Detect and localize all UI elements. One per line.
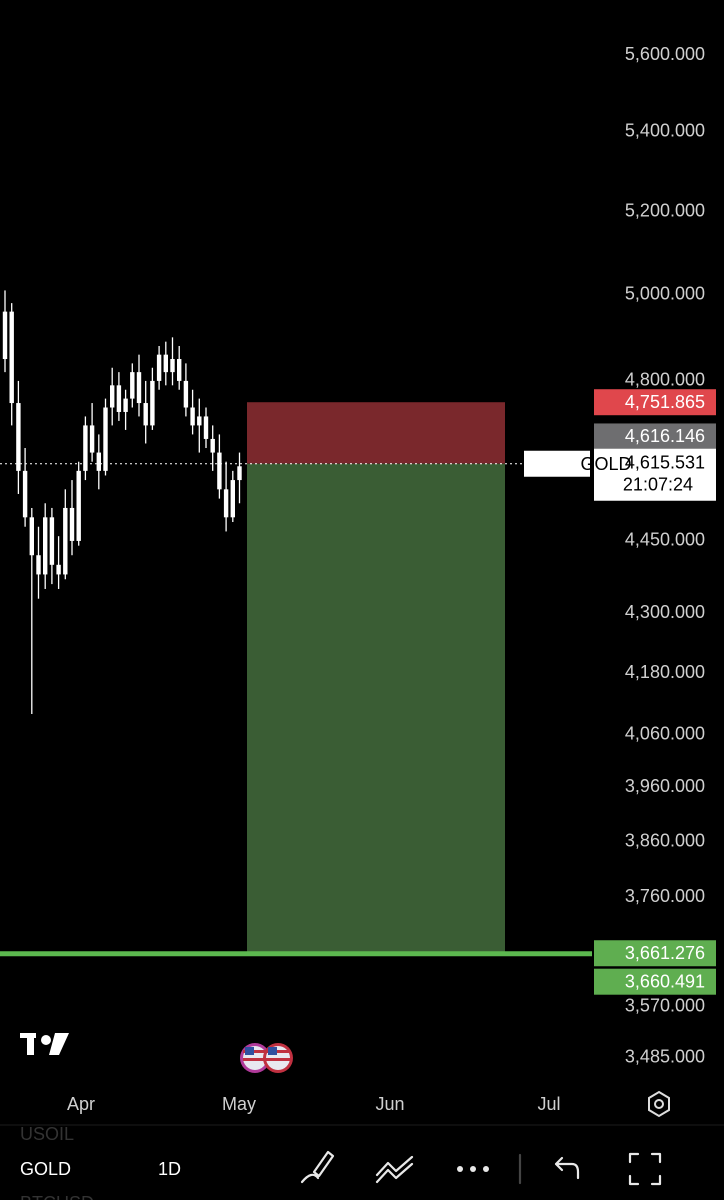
candle-body [16, 403, 21, 471]
candle-body [156, 354, 162, 381]
y-tick-label: 5,000.000 [625, 283, 705, 303]
candle-body [197, 416, 202, 426]
y-tick-label: 3,860.000 [625, 830, 705, 850]
logo [20, 1033, 69, 1055]
symbol-label-bg [524, 450, 590, 477]
y-tick-label: 5,600.000 [625, 44, 705, 64]
candle-body [2, 311, 8, 360]
event-icons [240, 1043, 293, 1073]
candle-body [237, 466, 242, 481]
symbol-tab[interactable]: BTCUSD [20, 1193, 94, 1200]
candle-body [136, 372, 142, 404]
stop-zone [247, 402, 505, 464]
candle-body [183, 380, 189, 408]
candle-body [49, 517, 55, 565]
draw-tool[interactable] [300, 1150, 335, 1184]
y-tick-label: 5,200.000 [625, 201, 705, 221]
candle-body [9, 311, 14, 404]
candle-body [177, 359, 182, 381]
x-tick-label: Jun [375, 1094, 404, 1114]
candle-body [110, 385, 115, 408]
candle-body [103, 407, 108, 471]
x-tick-label: Apr [67, 1094, 95, 1114]
x-tick-label: Jul [537, 1094, 560, 1114]
candle-body [76, 470, 81, 541]
countdown: 21:07:24 [623, 474, 693, 494]
candle-body [89, 425, 95, 453]
price-label: 4,616.146 [625, 426, 705, 446]
undo[interactable] [554, 1156, 580, 1180]
candle-body [150, 380, 155, 426]
candle-body [203, 416, 209, 439]
settings-icon[interactable] [648, 1090, 670, 1118]
candle-body [190, 407, 195, 426]
candle-body [96, 452, 101, 471]
x-tick-label: May [222, 1094, 256, 1114]
target-zone [247, 463, 505, 954]
candle-body [43, 517, 48, 575]
y-tick-label: 3,570.000 [625, 995, 705, 1015]
symbol-tab[interactable]: USOIL [20, 1124, 74, 1144]
price-label-bg [594, 423, 716, 450]
price-label: 3,661.276 [625, 943, 705, 963]
candle-body [143, 403, 148, 426]
price-label-bg [594, 968, 716, 995]
candle-body [230, 480, 235, 518]
y-tick-label: 4,450.000 [625, 530, 705, 550]
candle-body [36, 555, 41, 575]
price-label: 3,660.491 [625, 971, 705, 991]
candle-body [56, 564, 61, 575]
candle-body [210, 438, 215, 453]
y-tick-label: 4,060.000 [625, 724, 705, 744]
interval[interactable]: 1D [158, 1159, 181, 1179]
candle-body [170, 359, 175, 373]
candle-body [83, 425, 88, 471]
candle-body [123, 398, 128, 412]
candle-body [63, 507, 68, 575]
candle-body [130, 372, 135, 399]
candle-body [217, 452, 222, 490]
symbol-tab[interactable]: GOLD [20, 1159, 71, 1179]
y-tick-label: 4,300.000 [625, 602, 705, 622]
price-label-bg [594, 940, 716, 967]
more-tools[interactable] [457, 1166, 489, 1172]
fullscreen[interactable] [628, 1152, 662, 1186]
trend-tool[interactable] [375, 1155, 414, 1184]
y-tick-label: 3,760.000 [625, 886, 705, 906]
last-price-bg [594, 448, 716, 501]
candle-body [29, 517, 34, 556]
y-tick-label: 3,960.000 [625, 776, 705, 796]
y-tick-label: 5,400.000 [625, 121, 705, 141]
price-label-bg [594, 389, 716, 416]
candle-body [223, 489, 229, 518]
candle-body [69, 507, 75, 541]
symbol-label: GOLD [580, 454, 631, 474]
y-tick-label: 4,800.000 [625, 370, 705, 390]
candle-body [116, 385, 122, 412]
candle-body [163, 354, 168, 373]
y-tick-label: 4,180.000 [625, 662, 705, 682]
candle-body [22, 470, 28, 518]
y-tick-label: 3,485.000 [625, 1046, 705, 1066]
last-price-label: 4,615.531 [625, 452, 705, 472]
price-label: 4,751.865 [625, 392, 705, 412]
